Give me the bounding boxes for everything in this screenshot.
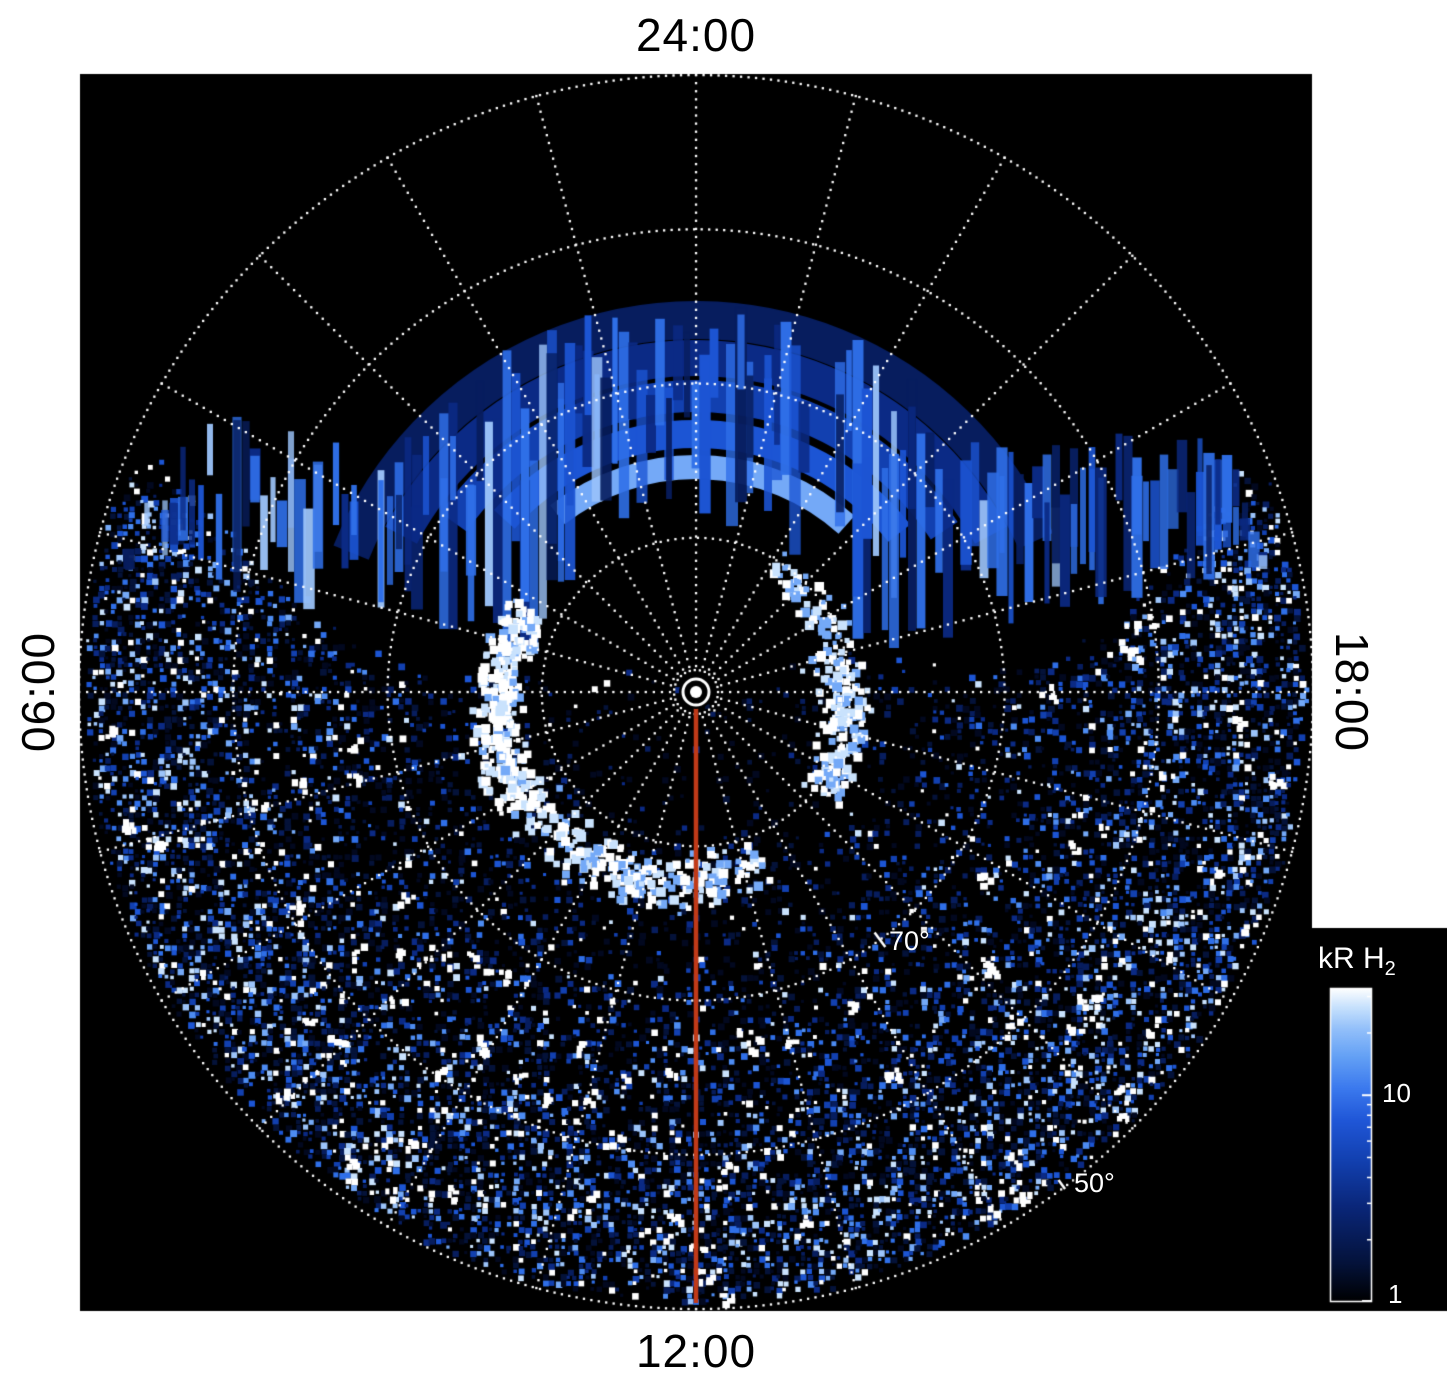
latitude-ring-label-70: 70° (889, 926, 930, 956)
local-time-label-0600: 06:00 (12, 631, 64, 753)
latitude-ring-label-50: 50° (1074, 1168, 1115, 1198)
colorbar-title-subscript: 2 (1384, 958, 1396, 980)
local-time-label-2400: 24:00 (635, 9, 757, 61)
colorbar-tick-label-1: 1 (1388, 1279, 1403, 1309)
local-time-label-1200: 12:00 (635, 1325, 757, 1377)
local-time-label-1800: 18:00 (1326, 631, 1378, 753)
colorbar-tick-label-10: 10 (1382, 1078, 1411, 1108)
colorbar-title: kR H2 (1318, 942, 1396, 981)
colorbar-title-main: kR H (1318, 942, 1385, 975)
